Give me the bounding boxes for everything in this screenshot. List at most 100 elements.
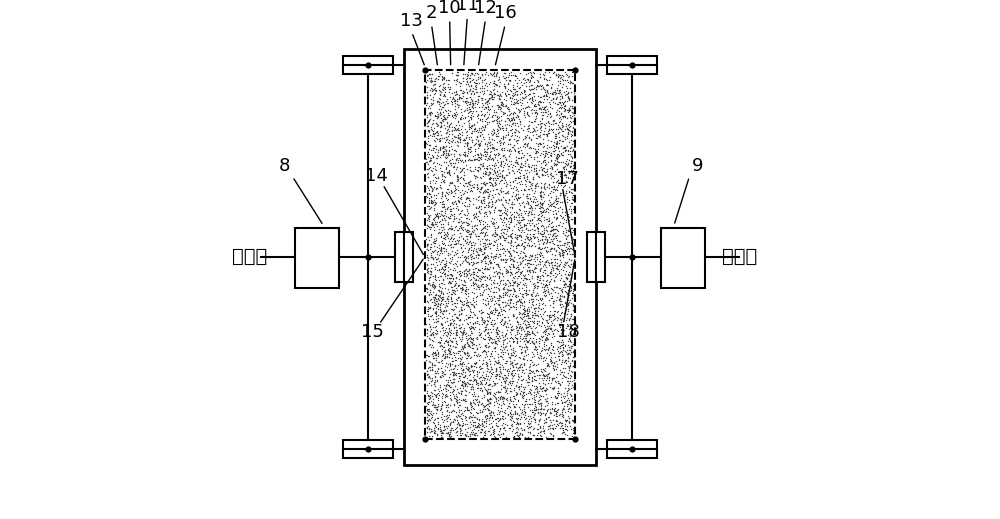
Point bbox=[565, 289, 581, 297]
Point bbox=[425, 398, 441, 406]
Point bbox=[520, 412, 536, 420]
Point bbox=[489, 101, 505, 109]
Point bbox=[475, 169, 491, 177]
Point bbox=[453, 114, 469, 122]
Point bbox=[521, 320, 537, 328]
Point bbox=[534, 80, 550, 89]
Point bbox=[482, 274, 498, 282]
Point bbox=[562, 390, 578, 398]
Point bbox=[556, 372, 572, 380]
Point bbox=[423, 252, 439, 261]
Point bbox=[435, 220, 451, 228]
Point bbox=[456, 253, 472, 262]
Point bbox=[458, 179, 474, 187]
Point bbox=[557, 211, 573, 219]
Point bbox=[477, 265, 493, 274]
Point bbox=[503, 71, 519, 79]
Point bbox=[467, 392, 483, 400]
Point bbox=[425, 99, 441, 107]
Point bbox=[447, 416, 463, 424]
Point bbox=[522, 314, 538, 322]
Point bbox=[446, 394, 462, 402]
Point bbox=[436, 307, 452, 316]
Point bbox=[421, 341, 437, 349]
Point bbox=[427, 199, 443, 208]
Point bbox=[423, 107, 439, 116]
Point bbox=[475, 250, 491, 258]
Point bbox=[504, 367, 520, 375]
Point bbox=[530, 226, 546, 235]
Point bbox=[422, 110, 438, 118]
Point bbox=[435, 244, 451, 252]
Point bbox=[519, 345, 535, 353]
Point bbox=[433, 194, 449, 202]
Point bbox=[455, 301, 471, 309]
Point bbox=[508, 360, 524, 368]
Point bbox=[510, 420, 526, 428]
Point bbox=[538, 286, 554, 294]
Point bbox=[543, 359, 559, 367]
Point bbox=[426, 236, 442, 244]
Point bbox=[485, 409, 501, 417]
Point bbox=[483, 407, 499, 416]
Point bbox=[425, 158, 441, 167]
Point bbox=[508, 95, 524, 104]
Point bbox=[546, 225, 562, 233]
Point bbox=[505, 416, 521, 425]
Point bbox=[532, 228, 548, 237]
Point bbox=[541, 180, 557, 188]
Point bbox=[439, 338, 455, 346]
Point bbox=[465, 270, 481, 278]
Point bbox=[442, 250, 458, 258]
Point bbox=[430, 299, 446, 307]
Point bbox=[465, 395, 481, 404]
Point bbox=[464, 261, 480, 269]
Point bbox=[511, 226, 527, 234]
Point bbox=[532, 384, 548, 392]
Point bbox=[545, 342, 561, 350]
Point bbox=[524, 329, 540, 337]
Point bbox=[528, 102, 544, 111]
Point bbox=[539, 141, 555, 149]
Point bbox=[478, 114, 494, 122]
Point bbox=[436, 426, 452, 434]
Point bbox=[503, 349, 519, 358]
Point bbox=[530, 367, 546, 376]
Point bbox=[560, 322, 576, 331]
Point bbox=[463, 167, 479, 175]
Point bbox=[452, 335, 468, 344]
Point bbox=[481, 342, 497, 350]
Point bbox=[506, 349, 522, 358]
Point bbox=[500, 232, 516, 240]
Point bbox=[527, 102, 543, 111]
Point bbox=[450, 175, 466, 184]
Point bbox=[498, 209, 514, 217]
Point bbox=[452, 327, 468, 335]
Point bbox=[518, 199, 534, 207]
Point bbox=[429, 302, 445, 310]
Point bbox=[465, 183, 481, 192]
Point bbox=[477, 264, 493, 272]
Point bbox=[539, 334, 555, 343]
Point bbox=[436, 343, 452, 351]
Point bbox=[436, 422, 452, 431]
Point bbox=[419, 84, 435, 92]
Point bbox=[436, 412, 452, 420]
Point bbox=[513, 236, 529, 244]
Point bbox=[485, 426, 501, 434]
Point bbox=[545, 95, 561, 103]
Point bbox=[426, 302, 442, 310]
Point bbox=[431, 387, 447, 395]
Point bbox=[514, 254, 530, 262]
Point bbox=[509, 135, 525, 144]
Point bbox=[438, 129, 454, 138]
Point bbox=[519, 131, 535, 139]
Point bbox=[462, 331, 478, 339]
Point bbox=[466, 244, 482, 252]
Point bbox=[445, 217, 461, 225]
Point bbox=[434, 398, 450, 406]
Point bbox=[459, 101, 475, 109]
Point bbox=[512, 98, 528, 106]
Point bbox=[512, 303, 528, 311]
Point bbox=[433, 114, 449, 122]
